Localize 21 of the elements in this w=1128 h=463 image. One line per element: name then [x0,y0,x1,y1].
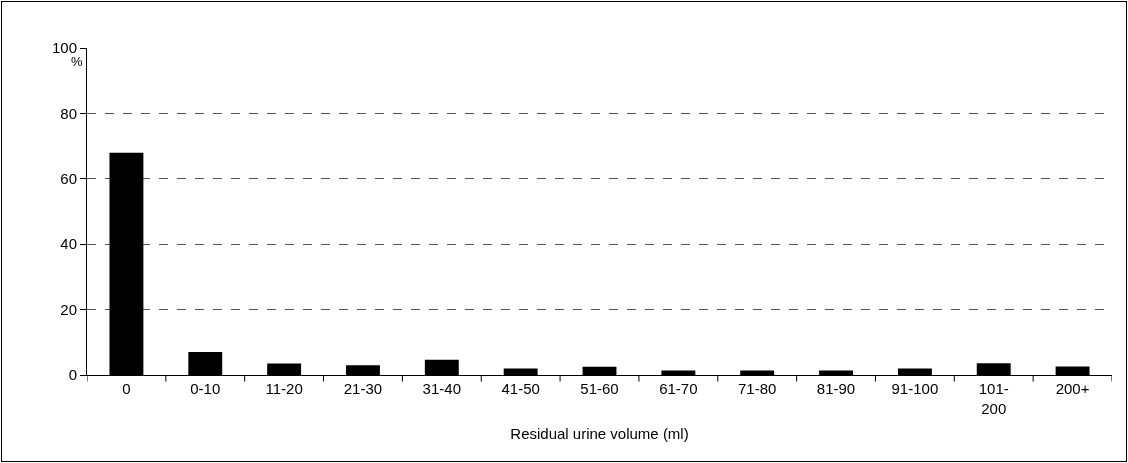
x-tick-label: 51-60 [580,380,619,397]
x-tick-label: 91-100 [891,380,939,397]
x-axis-title: Residual urine volume (ml) [510,424,689,442]
x-tick-label: 0 [122,380,131,397]
x-tick-label: 81-90 [816,380,856,397]
x-tick-label: 101-200 [978,380,1009,417]
x-tick-label: 0-10 [190,380,221,397]
x-tick-label: 61-70 [659,380,698,397]
x-tick-label: 200+ [1055,380,1090,397]
y-tick-label: 80 [60,104,77,122]
x-tick-label: 11-20 [265,380,303,397]
y-tick-label: 20 [60,300,77,318]
y-tick-label: 0 [68,366,77,384]
x-tick-label: 21-30 [343,380,383,397]
y-tick-label: 40 [60,235,77,253]
x-tick-label: 31-40 [422,380,461,397]
y-axis-title: % [71,54,83,69]
x-tick-label: 41-50 [501,380,540,397]
y-tick-label: 100 [51,39,77,57]
x-tick-label: 71-80 [738,380,777,397]
y-tick-label: 60 [60,170,77,188]
